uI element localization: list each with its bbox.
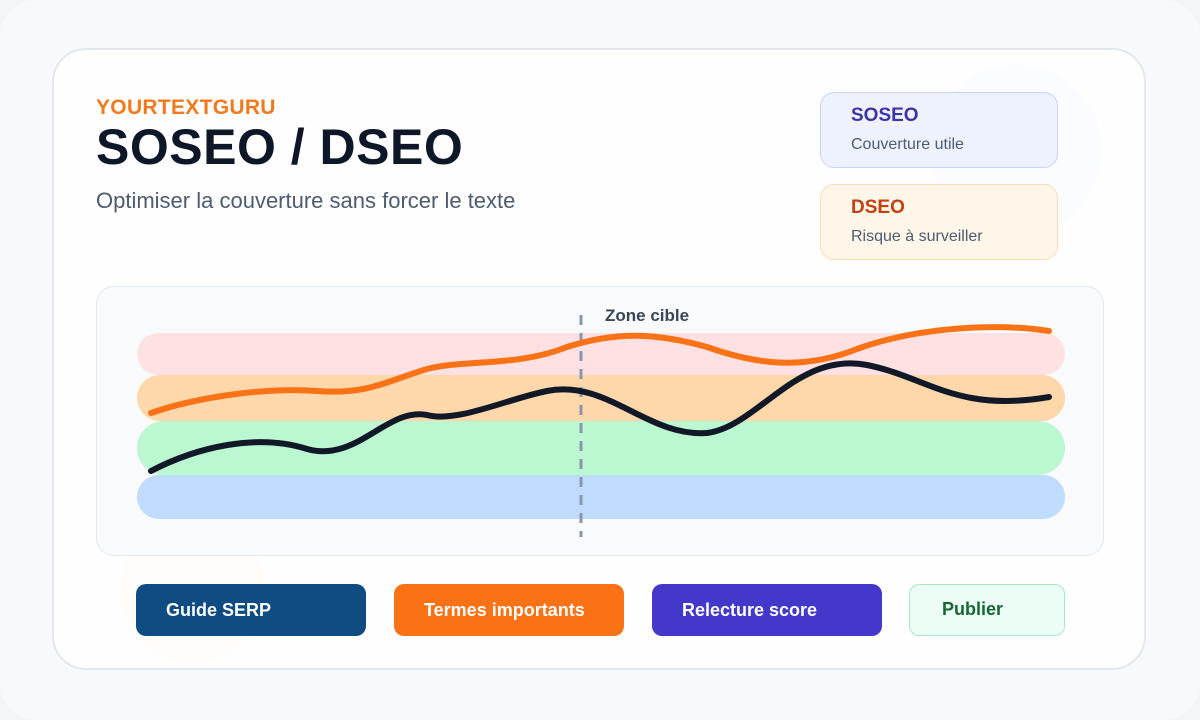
- termes-importants-button[interactable]: Termes importants: [394, 584, 624, 636]
- target-zone-label: Zone cible: [605, 306, 689, 325]
- page-subtitle: Optimiser la couverture sans forcer le t…: [96, 188, 516, 213]
- legend-soseo-title: SOSEO: [851, 105, 919, 126]
- chart-svg: Zone cible: [137, 306, 1065, 537]
- band-green: [137, 421, 1065, 475]
- legend-card-dseo: DSEO Risque à surveiller: [820, 184, 1058, 260]
- relecture-score-button[interactable]: Relecture score: [652, 584, 882, 636]
- series-orange-line: [148, 324, 1052, 416]
- legend-dseo-title: DSEO: [851, 197, 905, 218]
- publier-button[interactable]: Publier: [909, 584, 1065, 636]
- series-dark-line: [148, 360, 1052, 474]
- legend-card-soseo: SOSEO Couverture utile: [820, 92, 1058, 168]
- page-title: SOSEO / DSEO: [96, 119, 464, 175]
- legend-dseo-description: Risque à surveiller: [851, 228, 983, 245]
- brand-label: YOURTEXTGURU: [96, 96, 276, 119]
- band-blue: [137, 475, 1065, 519]
- chart-panel: Zone cible: [96, 286, 1104, 556]
- guide-serp-button[interactable]: Guide SERP: [136, 584, 366, 636]
- legend-soseo-description: Couverture utile: [851, 136, 964, 153]
